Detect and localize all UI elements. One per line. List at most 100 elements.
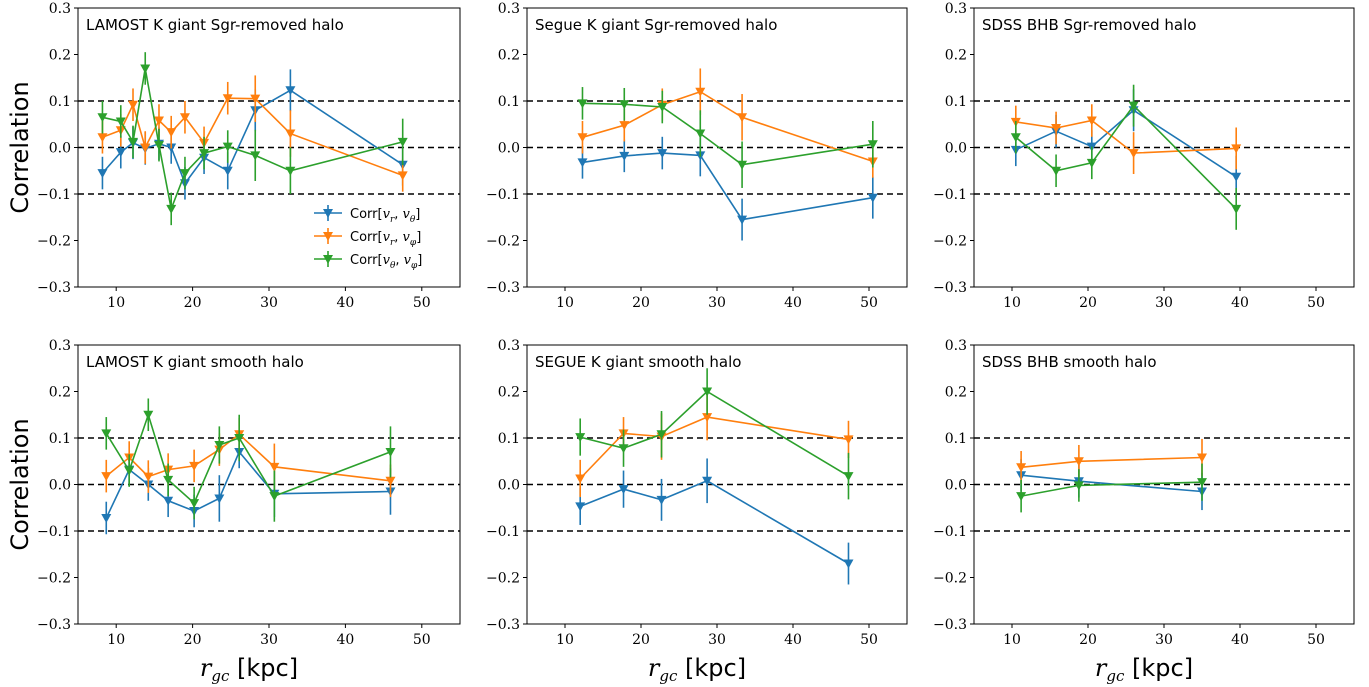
data-point <box>269 462 280 472</box>
data-point <box>97 113 108 123</box>
y-tick-label: −0.2 <box>486 571 520 587</box>
y-tick-label: −0.3 <box>933 617 967 633</box>
x-tick-label: 20 <box>1079 632 1097 648</box>
data-point <box>657 103 668 113</box>
data-point <box>163 496 174 506</box>
data-point <box>269 492 280 502</box>
data-point <box>618 485 629 495</box>
series-2 <box>97 75 408 192</box>
y-tick-label: −0.2 <box>933 571 967 587</box>
data-point <box>214 440 225 450</box>
y-tick-label: 0.0 <box>945 141 967 157</box>
data-point <box>867 193 878 203</box>
data-point <box>285 129 296 139</box>
legend-label: Corr[vr, vθ] <box>350 207 420 225</box>
series-1 <box>97 69 408 200</box>
x-tick-label: 20 <box>184 632 202 648</box>
data-point <box>577 133 588 143</box>
data-point <box>1051 166 1062 176</box>
legend: Corr[vr, vθ] Corr[vr, vφ] Corr[vθ, vφ] <box>314 205 422 271</box>
y-tick-label: −0.1 <box>486 187 520 203</box>
data-point <box>575 433 586 443</box>
x-tick-label: 40 <box>784 295 802 311</box>
series-line <box>1015 109 1237 178</box>
panel-4: −0.3 −0.2 −0.1 0.0 0.1 0.2 0.3 10 20 30 40 50 LAMOST… <box>37 338 461 648</box>
data-point <box>619 151 630 161</box>
data-point <box>179 169 190 179</box>
y-tick-label: 0.3 <box>945 1 967 17</box>
data-point <box>222 94 233 104</box>
data-point <box>619 100 630 110</box>
x-tick-label: 30 <box>1155 295 1173 311</box>
y-tick-label: 0.0 <box>945 478 967 494</box>
y-tick-label: 0.1 <box>49 94 71 110</box>
y-tick-label: 0.3 <box>49 1 71 17</box>
data-point <box>618 444 629 454</box>
y-tick-label: 0.1 <box>49 431 71 447</box>
series-3 <box>101 398 396 522</box>
series-line <box>102 68 403 212</box>
data-point <box>143 410 154 420</box>
y-axis-label: Correlation <box>6 418 34 550</box>
series-3 <box>1016 463 1207 513</box>
legend-marker <box>323 255 333 264</box>
data-point <box>1016 463 1027 473</box>
legend-marker <box>323 209 333 218</box>
x-tick-label: 30 <box>708 295 726 311</box>
series-line <box>582 152 873 221</box>
data-point <box>737 113 748 123</box>
panel-2: −0.3 −0.2 −0.1 0.0 0.1 0.2 0.3 10 20 30 40 50 Segue … <box>486 1 908 311</box>
series-2 <box>575 393 854 498</box>
x-axis-label: rgc [kpc] <box>1095 654 1193 685</box>
x-tick-label: 30 <box>1155 632 1173 648</box>
data-point <box>153 141 164 151</box>
data-point <box>140 143 151 153</box>
data-point <box>128 137 139 147</box>
data-point <box>385 476 396 486</box>
panel-title: SDSS BHB Sgr-removed halo <box>982 16 1196 34</box>
y-tick-label: 0.3 <box>945 338 967 354</box>
y-tick-label: −0.1 <box>37 187 71 203</box>
series-line <box>102 97 403 177</box>
series-line <box>579 479 849 565</box>
y-tick-label: 0.3 <box>49 338 71 354</box>
series-line <box>1021 456 1203 469</box>
x-tick-label: 50 <box>860 632 878 648</box>
x-tick-label: 40 <box>784 632 802 648</box>
data-point <box>843 472 854 482</box>
series-3 <box>577 87 878 188</box>
y-tick-label: 0.1 <box>498 431 520 447</box>
data-point <box>867 140 878 150</box>
data-point <box>1073 481 1084 491</box>
data-point <box>657 149 668 159</box>
data-point <box>843 559 854 569</box>
y-tick-label: −0.3 <box>37 280 71 296</box>
y-tick-label: 0.2 <box>945 48 967 64</box>
series-2 <box>1010 104 1242 175</box>
series-1 <box>1010 89 1242 198</box>
data-point <box>285 86 296 96</box>
data-point <box>1128 101 1139 111</box>
y-tick-label: 0.2 <box>498 385 520 401</box>
panel-3: −0.3 −0.2 −0.1 0.0 0.1 0.2 0.3 10 20 30 40 50 SDSS B… <box>933 1 1355 311</box>
panel-title: SDSS BHB smooth halo <box>982 353 1157 371</box>
data-point <box>695 87 706 97</box>
data-point <box>1197 478 1207 488</box>
data-point <box>101 472 112 482</box>
data-point <box>397 171 408 181</box>
y-tick-label: −0.3 <box>933 280 967 296</box>
data-point <box>189 461 200 471</box>
data-point <box>124 466 135 476</box>
legend-label: Corr[vr, vφ] <box>350 230 421 248</box>
x-tick-label: 10 <box>556 295 574 311</box>
x-tick-label: 10 <box>1003 632 1021 648</box>
x-tick-label: 30 <box>708 632 726 648</box>
data-point <box>143 472 154 482</box>
y-tick-label: 0.3 <box>498 338 520 354</box>
legend-marker <box>323 232 333 241</box>
data-point <box>702 413 713 423</box>
data-point <box>695 129 706 139</box>
data-point <box>189 499 200 509</box>
x-tick-label: 10 <box>1003 295 1021 311</box>
data-point <box>214 494 225 504</box>
